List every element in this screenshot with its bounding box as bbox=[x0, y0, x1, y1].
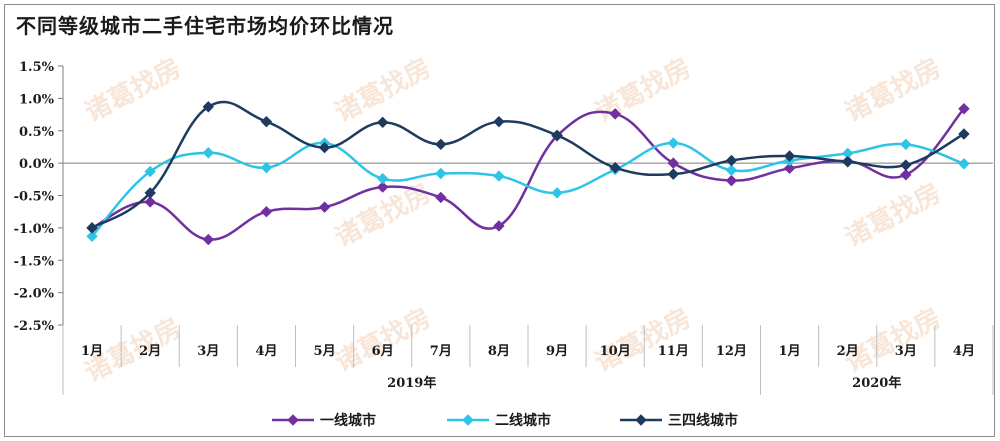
legend-marker bbox=[462, 414, 474, 426]
series-point bbox=[202, 147, 215, 159]
series-point bbox=[435, 167, 447, 180]
y-tick-label: 0.5% bbox=[19, 125, 55, 140]
series-point bbox=[841, 156, 854, 168]
series-point bbox=[725, 154, 738, 167]
series-point bbox=[144, 196, 156, 208]
year-group-label: 2020年 bbox=[852, 375, 901, 391]
x-tick-label: 10月 bbox=[600, 344, 631, 359]
chart-frame bbox=[4, 4, 995, 437]
x-tick-label: 7月 bbox=[430, 344, 452, 359]
series-point bbox=[725, 164, 738, 176]
x-tick-label: 8月 bbox=[488, 344, 510, 359]
x-tick-label: 4月 bbox=[255, 344, 277, 359]
series-point bbox=[435, 138, 447, 151]
x-tick-label: 1月 bbox=[81, 344, 103, 359]
x-tick-label: 9月 bbox=[546, 344, 568, 359]
series-point bbox=[958, 103, 970, 115]
x-tick-label: 3月 bbox=[895, 344, 917, 359]
x-tick-label: 11月 bbox=[658, 344, 689, 359]
series-point bbox=[318, 141, 331, 154]
series-point bbox=[958, 158, 970, 170]
series-point bbox=[783, 162, 796, 175]
x-tick-label: 2月 bbox=[139, 344, 161, 359]
chart-title: 不同等级城市二手住宅市场均价环比情况 bbox=[16, 14, 394, 38]
series-line bbox=[91, 141, 965, 238]
y-tick-label: 1.0% bbox=[19, 92, 55, 107]
series-point bbox=[551, 187, 563, 199]
series-point bbox=[900, 138, 912, 151]
series-line bbox=[91, 107, 965, 241]
series-point bbox=[667, 157, 680, 169]
series-point bbox=[86, 230, 98, 242]
legend-label: 二线城市 bbox=[495, 412, 551, 429]
series-point bbox=[144, 187, 156, 199]
series-point bbox=[260, 205, 273, 218]
x-tick-label: 4月 bbox=[953, 344, 975, 359]
series-point bbox=[667, 168, 680, 180]
series-point bbox=[144, 165, 156, 178]
series-point bbox=[493, 115, 505, 128]
series-point bbox=[376, 172, 389, 185]
series-point bbox=[202, 233, 215, 246]
x-tick-label: 2月 bbox=[837, 344, 859, 359]
series-point bbox=[609, 108, 621, 120]
legend-label: 一线城市 bbox=[320, 412, 376, 429]
y-tick-label: -1.5% bbox=[14, 254, 55, 269]
series-point bbox=[725, 174, 738, 187]
x-tick-label: 1月 bbox=[779, 344, 801, 359]
series-point bbox=[376, 116, 389, 129]
series-point bbox=[376, 181, 389, 193]
y-tick-label: -2.0% bbox=[14, 287, 55, 302]
series-point bbox=[318, 201, 331, 213]
series-point bbox=[900, 159, 912, 171]
x-tick-label: 6月 bbox=[372, 344, 394, 359]
y-tick-label: -1.0% bbox=[14, 222, 55, 237]
y-tick-label: -2.5% bbox=[14, 319, 55, 334]
series-point bbox=[260, 115, 273, 128]
series-point bbox=[260, 161, 273, 174]
x-tick-label: 3月 bbox=[197, 344, 219, 359]
series-point bbox=[609, 161, 621, 174]
legend-marker bbox=[287, 414, 299, 426]
x-tick-label: 5月 bbox=[314, 344, 336, 359]
series-point bbox=[551, 129, 563, 141]
series-point bbox=[493, 170, 505, 182]
y-tick-label: 1.5% bbox=[19, 60, 55, 75]
series-point bbox=[900, 169, 912, 181]
series-point bbox=[958, 128, 970, 140]
series-point bbox=[783, 150, 796, 162]
y-tick-label: 0.0% bbox=[19, 157, 55, 172]
y-tick-label: -0.5% bbox=[14, 190, 55, 205]
year-group-label: 2019年 bbox=[387, 375, 436, 391]
legend-label: 三四线城市 bbox=[668, 412, 738, 429]
series-point bbox=[202, 101, 215, 113]
series-point bbox=[86, 222, 98, 234]
x-tick-label: 12月 bbox=[716, 344, 747, 359]
series-point bbox=[667, 137, 680, 149]
series-point bbox=[435, 191, 447, 204]
series-point bbox=[493, 220, 505, 232]
series-line bbox=[91, 100, 965, 229]
legend-marker bbox=[635, 414, 647, 426]
